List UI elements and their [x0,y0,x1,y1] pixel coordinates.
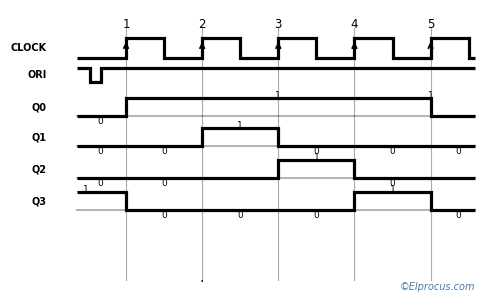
Text: 1: 1 [313,154,319,163]
Text: 5: 5 [427,18,434,31]
Text: 1: 1 [237,122,243,130]
Text: Q1: Q1 [32,132,47,142]
Text: 0: 0 [390,178,396,188]
Text: ORI: ORI [28,70,47,80]
Text: 2: 2 [198,18,206,31]
Text: .: . [199,271,204,285]
Text: 0: 0 [161,146,167,155]
Text: 0: 0 [313,211,319,220]
Text: 0: 0 [455,211,461,220]
Text: 4: 4 [351,18,358,31]
Text: 0: 0 [455,146,461,155]
Text: Q2: Q2 [32,164,47,174]
Text: 0: 0 [390,146,396,155]
Text: 0: 0 [98,178,104,188]
Text: 1: 1 [83,185,89,194]
Text: Q0: Q0 [32,102,47,112]
Text: 0: 0 [161,178,167,188]
Text: 0: 0 [237,211,243,220]
Text: 1: 1 [428,92,433,100]
Text: 3: 3 [275,18,282,31]
Text: ©Elprocus.com: ©Elprocus.com [399,282,475,292]
Text: 0: 0 [98,116,104,125]
Text: 1: 1 [276,92,281,100]
Text: 0: 0 [161,211,167,220]
Text: CLOCK: CLOCK [11,43,47,53]
Text: Q3: Q3 [32,196,47,206]
Text: 1: 1 [390,185,396,194]
Text: 0: 0 [98,146,104,155]
Text: 0: 0 [313,146,319,155]
Text: 1: 1 [122,18,130,31]
